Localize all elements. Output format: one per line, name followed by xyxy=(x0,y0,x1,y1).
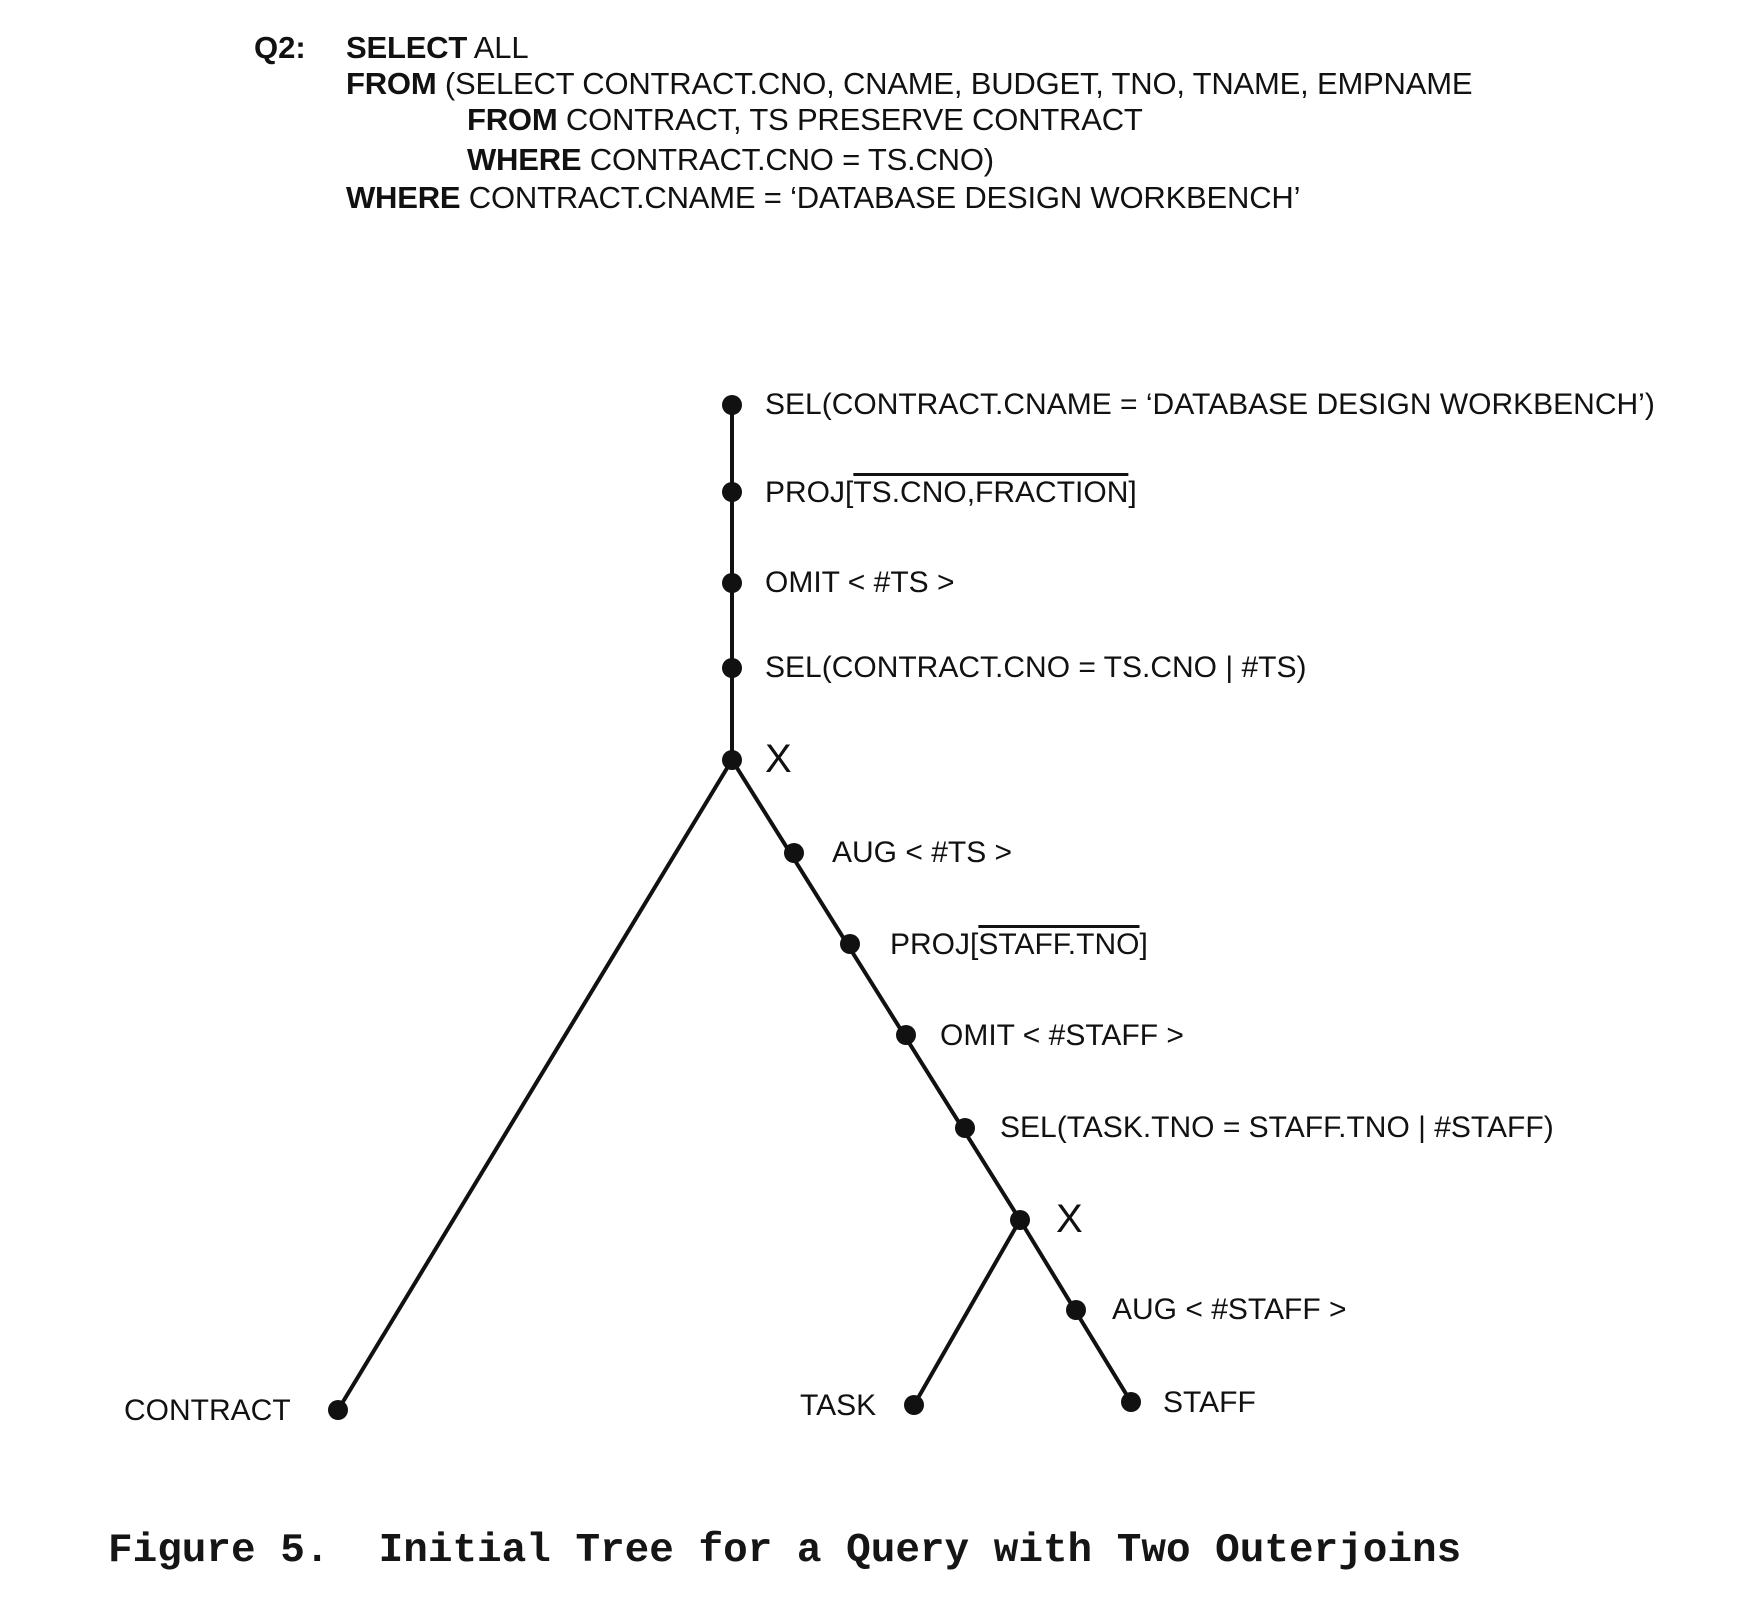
query-text: CONTRACT, TS PRESERVE CONTRACT xyxy=(557,102,1143,137)
proj-suffix: ] xyxy=(1139,928,1147,961)
query-keyword: SELECT xyxy=(346,30,468,65)
node-dot-aug-staff xyxy=(1066,1300,1086,1320)
leaf-label-contract: CONTRACT xyxy=(124,1394,291,1427)
node-label-sel-cname: SEL(CONTRACT.CNAME = ‘DATABASE DESIGN WO… xyxy=(765,388,1655,421)
node-label-aug-staff: AUG < #STAFF > xyxy=(1112,1293,1347,1326)
node-label-omit-ts: OMIT < #TS > xyxy=(765,566,955,599)
node-label-sel-cno: SEL(CONTRACT.CNO = TS.CNO | #TS) xyxy=(765,651,1306,684)
proj-suffix: ] xyxy=(1128,476,1136,509)
leaf-label-staff: STAFF xyxy=(1163,1386,1256,1419)
node-dot-sel-cname xyxy=(722,395,742,415)
query-line-3: FROM CONTRACT, TS PRESERVE CONTRACT xyxy=(467,102,1143,138)
query-line-4: WHERE CONTRACT.CNO = TS.CNO) xyxy=(467,142,994,178)
node-dot-sel-tno xyxy=(955,1118,975,1138)
node-dot-omit-staff xyxy=(896,1025,916,1045)
query-text: CONTRACT.CNO = TS.CNO) xyxy=(581,142,994,177)
edge-to-task xyxy=(912,1218,1022,1407)
query-text: CONTRACT.CNAME = ‘DATABASE DESIGN WORKBE… xyxy=(460,180,1301,215)
proj-overlined-attrs: STAFF.TNO xyxy=(978,928,1139,961)
query-line-1: SELECT ALL xyxy=(346,30,529,66)
node-dot-omit-ts xyxy=(722,573,742,593)
node-dot-contract xyxy=(328,1400,348,1420)
query-keyword: FROM xyxy=(467,102,558,137)
join-mark-outer: X xyxy=(765,737,792,781)
node-label-omit-staff: OMIT < #STAFF > xyxy=(940,1019,1184,1052)
edge-to-inner-join xyxy=(730,758,1022,1222)
node-dot-staff xyxy=(1121,1392,1141,1412)
node-dot-task xyxy=(904,1395,924,1415)
node-label-proj-staff: PROJ[STAFF.TNO] xyxy=(890,928,1148,961)
query-keyword: WHERE xyxy=(467,142,582,177)
proj-prefix: PROJ[ xyxy=(890,928,979,961)
proj-prefix: PROJ[ xyxy=(765,476,854,509)
leaf-label-task: TASK xyxy=(800,1389,876,1422)
join-mark-inner: X xyxy=(1056,1197,1083,1241)
node-dot-inner-join xyxy=(1010,1210,1030,1230)
node-label-proj-ts: PROJ[TS.CNO,FRACTION] xyxy=(765,476,1137,509)
proj-overlined-attrs: TS.CNO,FRACTION xyxy=(853,476,1128,509)
query-text: (SELECT CONTRACT.CNO, CNAME, BUDGET, TNO… xyxy=(436,66,1473,101)
query-text: ALL xyxy=(467,30,529,65)
node-label-sel-tno: SEL(TASK.TNO = STAFF.TNO | #STAFF) xyxy=(1000,1111,1554,1144)
query-line-5: WHERE CONTRACT.CNAME = ‘DATABASE DESIGN … xyxy=(346,180,1300,216)
node-dot-outer-join xyxy=(722,750,742,770)
node-dot-proj-staff xyxy=(840,934,860,954)
query-label: Q2: xyxy=(254,30,306,65)
edge-to-contract xyxy=(336,758,734,1412)
node-dot-aug-ts xyxy=(784,843,804,863)
tree-nodes xyxy=(328,395,1141,1420)
figure-caption: Figure 5. Initial Tree for a Query with … xyxy=(108,1528,1462,1574)
node-dot-sel-cno xyxy=(722,658,742,678)
query-keyword: WHERE xyxy=(346,180,461,215)
node-label-aug-ts: AUG < #TS > xyxy=(832,836,1012,869)
query-line-2: FROM (SELECT CONTRACT.CNO, CNAME, BUDGET… xyxy=(346,66,1473,102)
node-dot-proj-ts xyxy=(722,482,742,502)
query-keyword: FROM xyxy=(346,66,437,101)
tree-edges xyxy=(336,403,1133,1412)
